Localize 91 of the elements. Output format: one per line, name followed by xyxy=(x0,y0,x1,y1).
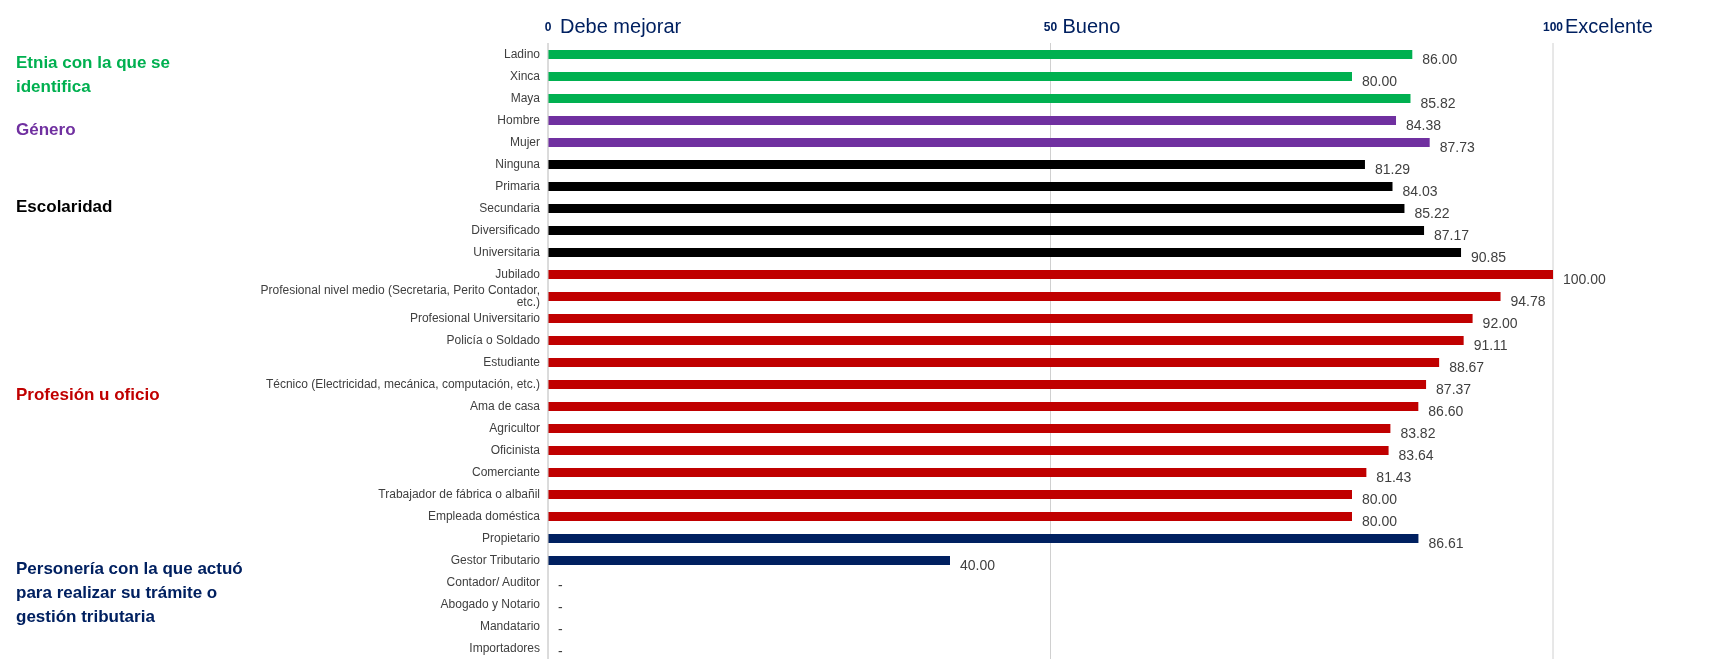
data-label: 86.00 xyxy=(1422,50,1458,67)
bar xyxy=(548,292,1501,301)
bar xyxy=(548,424,1391,433)
data-label: 83.82 xyxy=(1400,424,1436,441)
text: Personería con la que actuó para realizar su trámite o gestión tributaria xyxy=(16,557,244,628)
y-tick-label: Secundaria xyxy=(479,201,541,216)
bar xyxy=(548,270,1553,279)
x-tick-label: 50 xyxy=(1043,20,1058,34)
text: Excelente xyxy=(1565,15,1653,37)
data-label: 40.00 xyxy=(960,556,996,573)
bar xyxy=(548,226,1425,235)
bar xyxy=(548,512,1352,521)
text: Escolaridad xyxy=(16,196,114,219)
bar xyxy=(548,50,1413,59)
data-label: 84.03 xyxy=(1402,182,1438,199)
data-label: 94.78 xyxy=(1510,292,1546,309)
text: Debe mejorar xyxy=(560,15,682,37)
y-tick-label: Xinca xyxy=(509,69,541,84)
bar xyxy=(548,534,1419,543)
bar xyxy=(548,116,1397,125)
x-tick-label: 100 xyxy=(1542,20,1564,34)
y-tick-label: Mandatario xyxy=(479,619,541,634)
bar xyxy=(548,314,1473,323)
y-tick-label: Técnico (Electricidad, mecánica, computación, etc.) xyxy=(265,377,540,392)
y-tick-label: Estudiante xyxy=(483,355,541,370)
text: Bueno xyxy=(1062,15,1121,37)
data-label: 87.73 xyxy=(1439,138,1475,155)
bar xyxy=(548,490,1352,499)
data-label: 80.00 xyxy=(1362,490,1398,507)
data-label: 84.38 xyxy=(1406,116,1442,133)
data-label: 80.00 xyxy=(1362,512,1398,529)
text: - xyxy=(558,577,563,594)
data-label: 86.61 xyxy=(1428,534,1464,551)
bar xyxy=(548,556,950,565)
data-label: 92.00 xyxy=(1482,314,1518,331)
y-tick-label: Profesional Universitario xyxy=(409,311,541,326)
y-tick-label: Maya xyxy=(510,91,541,106)
data-label: 85.82 xyxy=(1420,94,1456,111)
y-tick-label: Agricultor xyxy=(489,421,540,436)
y-tick-label: Universitaria xyxy=(473,245,541,260)
y-tick-label: Ama de casa xyxy=(469,399,541,414)
bar xyxy=(548,358,1440,367)
data-label: 83.64 xyxy=(1398,446,1434,463)
y-tick-label: Primaria xyxy=(495,179,541,194)
y-tick-label: Mujer xyxy=(509,135,540,150)
text: Género xyxy=(16,119,77,142)
bar xyxy=(548,336,1464,345)
y-tick-label: Profesional nivel medio (Secretaria, Perito Contador, etc.) xyxy=(260,283,540,310)
text: - xyxy=(558,621,563,638)
bar xyxy=(548,402,1419,411)
bar xyxy=(548,204,1405,213)
data-label: 86.60 xyxy=(1428,402,1464,419)
bar xyxy=(548,160,1365,169)
y-tick-label: Abogado y Notario xyxy=(440,597,541,612)
data-label: 91.11 xyxy=(1473,336,1508,353)
bar xyxy=(548,248,1462,257)
text: Profesión u oficio xyxy=(16,383,161,406)
y-tick-label: Oficinista xyxy=(490,443,541,458)
data-label: 100.00 xyxy=(1563,270,1607,287)
bar xyxy=(548,72,1352,81)
bar xyxy=(548,182,1393,191)
y-tick-label: Policía o Soldado xyxy=(446,333,541,348)
y-tick-label: Ninguna xyxy=(495,157,541,172)
bar xyxy=(548,468,1367,477)
bar xyxy=(548,94,1411,103)
y-tick-label: Contador/ Auditor xyxy=(446,575,540,590)
y-tick-label: Diversificado xyxy=(471,223,541,238)
y-tick-label: Jubilado xyxy=(495,267,541,282)
x-tick-label: 0 xyxy=(544,20,552,34)
y-tick-label: Comerciante xyxy=(471,465,541,480)
data-label: 81.43 xyxy=(1376,468,1412,485)
text: - xyxy=(558,643,563,660)
data-label: 88.67 xyxy=(1449,358,1485,375)
y-tick-label: Hombre xyxy=(497,113,541,128)
data-label: 90.85 xyxy=(1471,248,1507,265)
y-tick-label: Propietario xyxy=(481,531,541,546)
y-tick-label: Importadores xyxy=(469,641,540,656)
text: Etnia con la que se identifica xyxy=(16,52,171,99)
y-tick-label: Gestor Tributario xyxy=(450,553,541,568)
bar xyxy=(548,446,1389,455)
y-tick-label: Empleada doméstica xyxy=(427,509,541,524)
y-tick-label: Ladino xyxy=(503,47,541,62)
y-tick-label: Trabajador de fábrica o albañil xyxy=(378,487,540,502)
data-label: 81.29 xyxy=(1374,160,1411,177)
bar xyxy=(548,380,1427,389)
bar xyxy=(548,138,1430,147)
data-label: 85.22 xyxy=(1414,204,1450,221)
text: - xyxy=(558,599,563,616)
data-label: 80.00 xyxy=(1362,72,1398,89)
data-label: 87.37 xyxy=(1436,380,1472,397)
data-label: 87.17 xyxy=(1434,226,1470,243)
